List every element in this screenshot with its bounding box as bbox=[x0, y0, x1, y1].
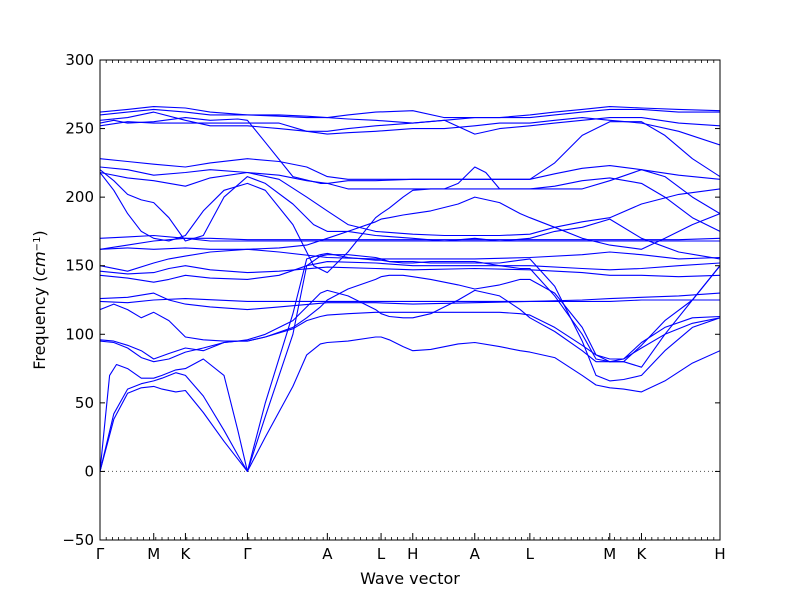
y-axis-label-exponent: −1 bbox=[32, 237, 43, 252]
y-tick-label: 300 bbox=[65, 51, 94, 69]
x-tick-label: L bbox=[377, 545, 386, 563]
x-axis-label: Wave vector bbox=[360, 569, 460, 588]
y-tick-label: 150 bbox=[65, 257, 94, 275]
band-line bbox=[100, 336, 720, 472]
y-tick-label: −50 bbox=[62, 531, 94, 549]
band-line bbox=[100, 234, 720, 242]
band-lines bbox=[100, 106, 720, 472]
band-line bbox=[100, 171, 720, 237]
band-line bbox=[100, 108, 720, 119]
x-tick-label: A bbox=[322, 545, 333, 563]
y-axis-ticks: −50 0 50 100 150 200 250 300 bbox=[62, 51, 720, 549]
x-tick-label: L bbox=[526, 545, 535, 563]
x-tick-label: A bbox=[470, 545, 481, 563]
band-line bbox=[100, 166, 720, 232]
band-line bbox=[100, 298, 720, 304]
x-tick-label: M bbox=[147, 545, 160, 563]
band-line bbox=[100, 254, 720, 472]
y-axis-label: Frequency (cm−1) bbox=[30, 230, 49, 369]
x-tick-label: Γ bbox=[243, 545, 252, 563]
y-tick-label: 50 bbox=[75, 394, 94, 412]
band-line bbox=[100, 158, 720, 180]
band-line bbox=[100, 111, 720, 135]
band-line bbox=[100, 265, 720, 278]
band-line bbox=[100, 218, 720, 260]
band-line bbox=[100, 169, 720, 250]
band-line bbox=[100, 106, 720, 124]
band-line bbox=[100, 169, 720, 274]
x-tick-label: H bbox=[714, 545, 725, 563]
x-tick-label: M bbox=[603, 545, 616, 563]
y-axis-label-text: Frequency ( bbox=[30, 276, 49, 370]
plot-frame bbox=[99, 59, 721, 541]
y-axis-label-unit: cm bbox=[30, 251, 49, 275]
x-tick-label: Γ bbox=[96, 545, 105, 563]
y-tick-label: 200 bbox=[65, 188, 94, 206]
band-line bbox=[100, 248, 720, 272]
y-tick-label: 100 bbox=[65, 325, 94, 343]
y-tick-label: 250 bbox=[65, 120, 94, 138]
band-line bbox=[100, 292, 720, 311]
band-line bbox=[100, 252, 720, 472]
band-line bbox=[100, 265, 720, 363]
band-line bbox=[100, 117, 720, 184]
x-tick-label: K bbox=[637, 545, 648, 563]
y-axis-label-close: ) bbox=[30, 230, 49, 236]
x-tick-label: K bbox=[181, 545, 192, 563]
x-tick-label: H bbox=[407, 545, 418, 563]
band-line bbox=[100, 289, 720, 363]
y-tick-label: 0 bbox=[84, 462, 94, 480]
band-line bbox=[100, 261, 720, 283]
